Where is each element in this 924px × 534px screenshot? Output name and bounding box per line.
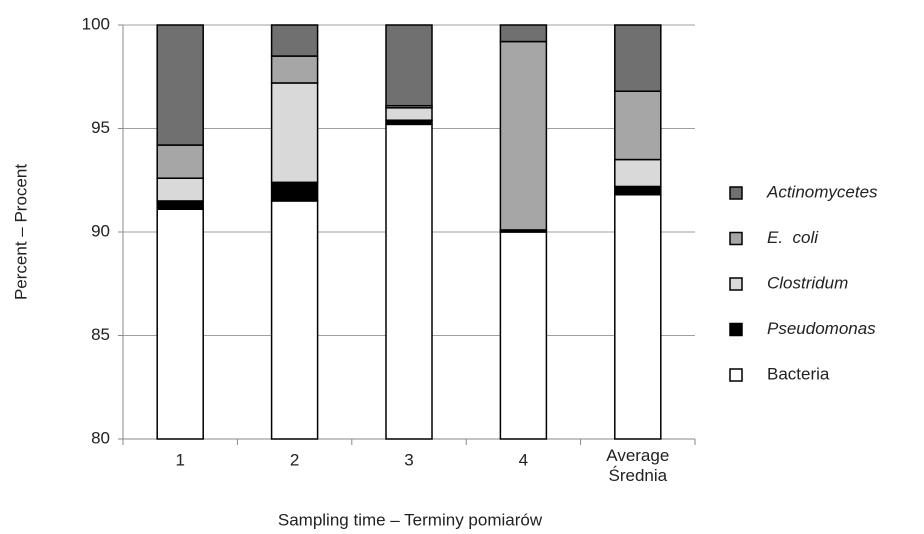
- legend-swatch: [729, 231, 743, 246]
- bar-segment: [385, 24, 433, 107]
- bar-segment: [385, 123, 433, 440]
- bar-segment: [156, 24, 204, 146]
- x-tick-label: 4: [519, 450, 528, 469]
- legend-label: Pseudomonas: [767, 319, 876, 338]
- x-tick-label: 2: [290, 450, 299, 469]
- y-tick-label: 95: [91, 118, 110, 137]
- bar-segment: [614, 90, 662, 161]
- legend-swatch: [729, 368, 743, 382]
- y-tick-label: 100: [82, 14, 110, 33]
- bar-segment: [156, 200, 204, 210]
- bar-segment: [270, 200, 319, 440]
- legend-swatch: [729, 322, 743, 337]
- bar-segment: [156, 144, 204, 179]
- bar-segment: [499, 24, 548, 43]
- bar-segment: [614, 185, 662, 196]
- x-tick-line: Average: [606, 446, 669, 465]
- bar-segment: [270, 55, 319, 84]
- legend-swatch: [729, 277, 743, 291]
- x-tick-label: 3: [404, 450, 413, 469]
- legend-label: Clostridum: [767, 273, 848, 292]
- x-tick-label: Average Średnia: [606, 446, 669, 485]
- bar-segment: [614, 193, 662, 440]
- bar-segment: [156, 208, 204, 440]
- bar-segment: [499, 40, 548, 231]
- bar-segment: [270, 82, 319, 184]
- y-tick-label: 90: [91, 221, 110, 240]
- x-axis-label: Sampling time – Terminy pomiarów: [278, 510, 543, 529]
- legend-label: Actinomycetes: [766, 182, 878, 201]
- bar-segment: [270, 181, 319, 202]
- bar-segment: [385, 107, 433, 121]
- bar-segment: [156, 177, 204, 202]
- x-tick-line: Średnia: [608, 466, 667, 485]
- bar-segment: [270, 24, 319, 57]
- bar-segment: [499, 231, 548, 440]
- bar-segment: [614, 24, 662, 92]
- legend-label: Bacteria: [767, 364, 830, 383]
- bar-segment: [614, 158, 662, 188]
- legend-swatch: [729, 186, 743, 200]
- legend-label: E. coli: [767, 228, 819, 247]
- y-tick-label: 80: [91, 428, 110, 447]
- y-axis-label: Percent – Procent: [11, 164, 30, 300]
- y-tick-label: 85: [91, 325, 110, 344]
- x-tick-label: 1: [175, 450, 184, 469]
